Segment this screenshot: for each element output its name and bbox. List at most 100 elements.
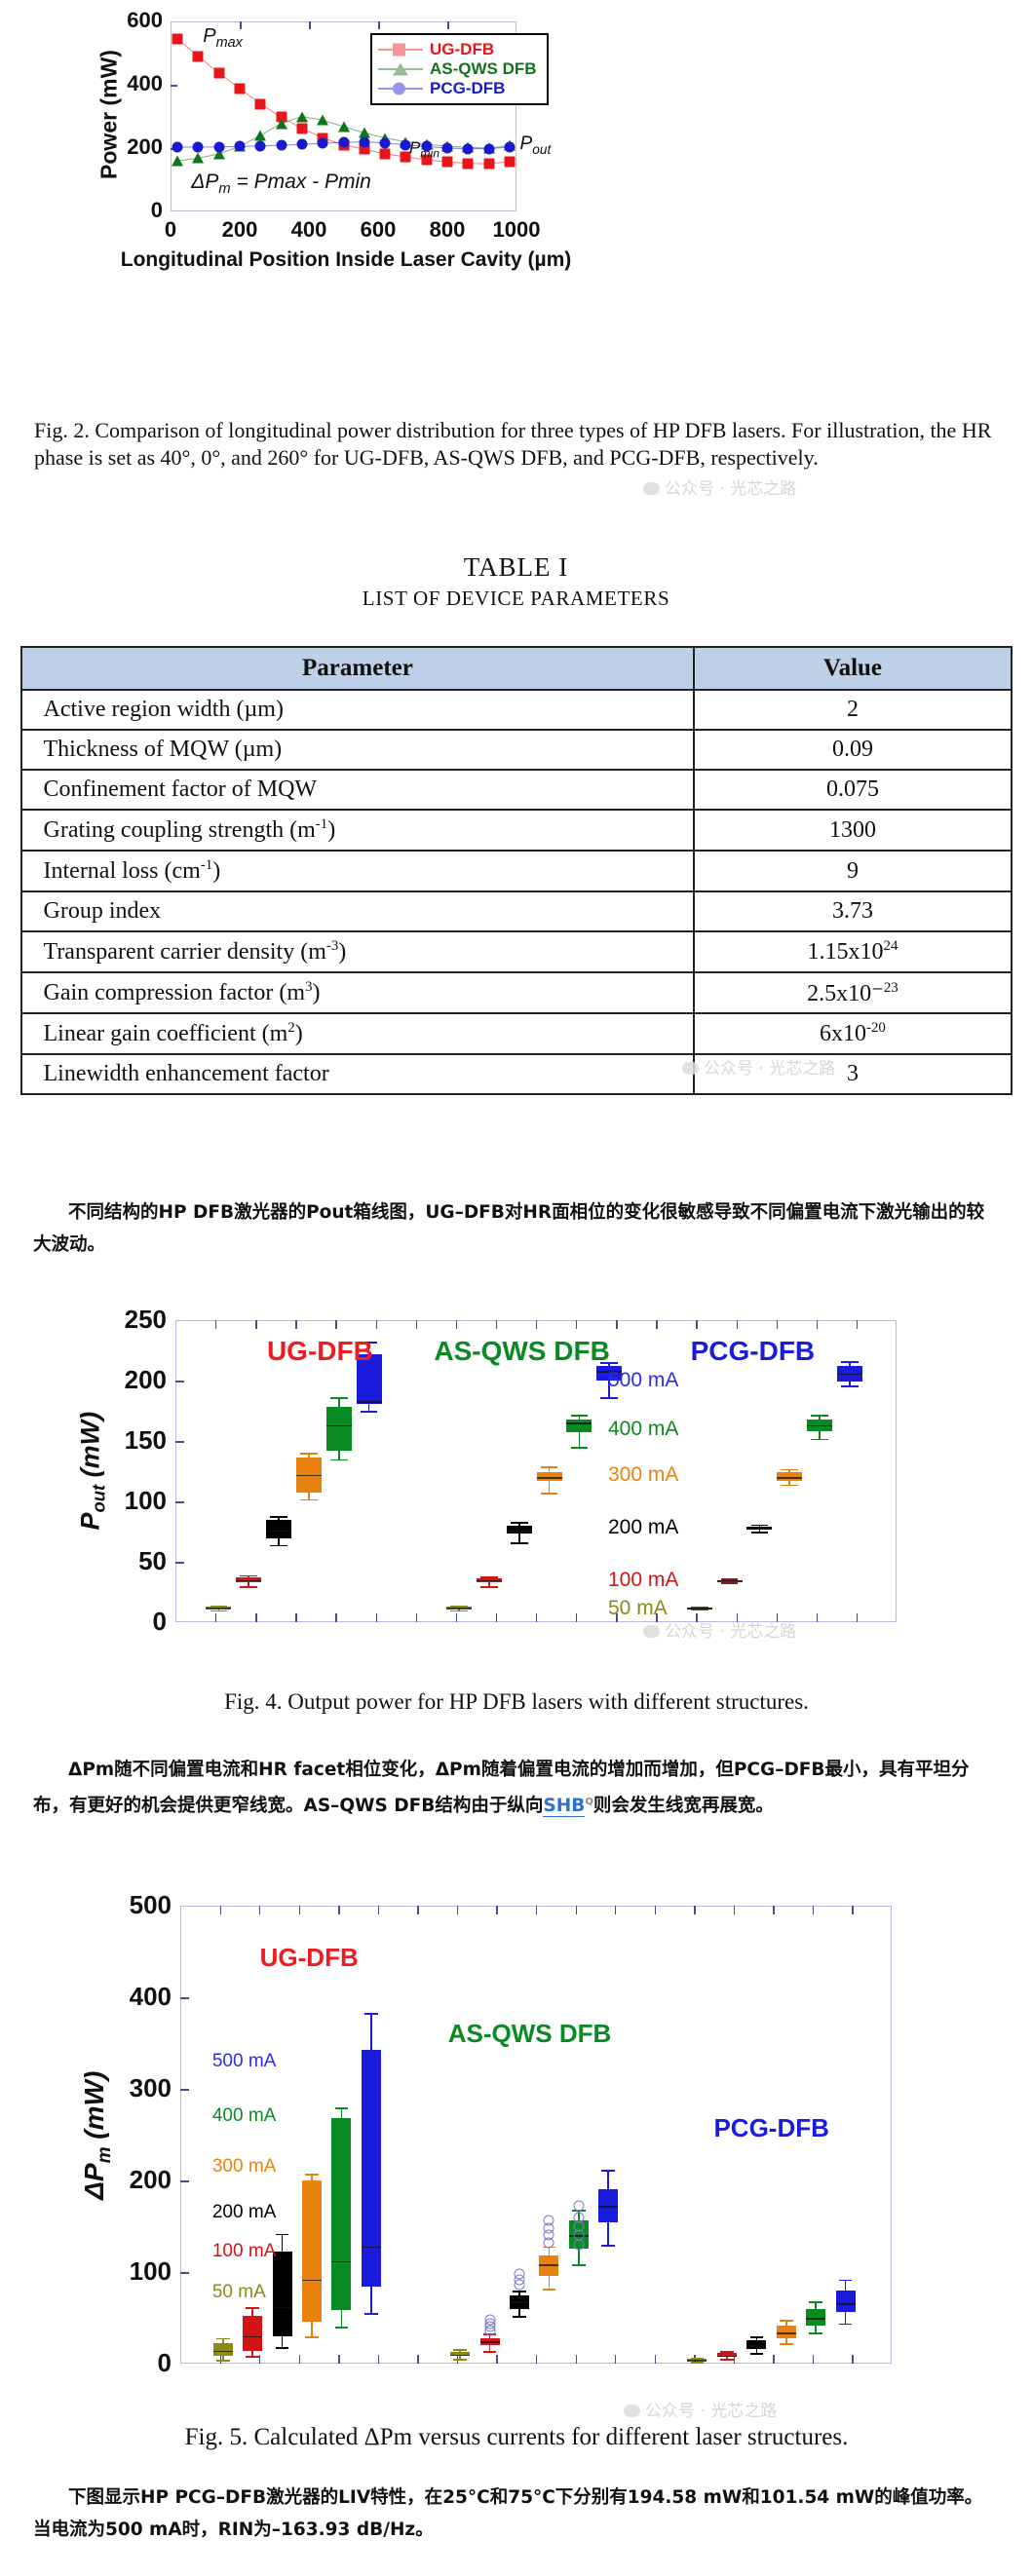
data-point-square [234, 83, 246, 95]
axis-label-y: ΔPm (mW) [79, 2070, 115, 2200]
box-whisker-cap-bottom [720, 1582, 739, 1584]
plot-area-figure5 [180, 1906, 892, 2364]
box-whisker-cap-top [270, 1515, 287, 1518]
data-point-square [213, 67, 225, 79]
table-header-row: Parameter Value [19, 646, 1013, 691]
box-median [236, 1579, 262, 1582]
data-point-square [276, 111, 287, 123]
x-tick-label: 600 [360, 217, 397, 242]
data-point-square [317, 133, 328, 144]
x-tick-mark [615, 2355, 617, 2364]
box-median [266, 1530, 292, 1533]
box-whisker-cap-top [300, 1453, 318, 1456]
box-whisker-cap-top [210, 1605, 228, 1608]
x-tick-mark-top [656, 1320, 658, 1329]
cell-value: 1300 [693, 809, 1013, 852]
box-whisker-cap-top [305, 2174, 319, 2177]
cell-value: 3.73 [693, 890, 1013, 932]
data-point-circle [338, 136, 349, 148]
table-row: Linewidth enhancement factor 3 [19, 1053, 1013, 1095]
box-whisker-cap-bottom [275, 2347, 289, 2349]
box-whisker-cap-bottom [513, 2316, 526, 2318]
box-whisker-cap-bottom [334, 2327, 349, 2330]
box-median [835, 2302, 856, 2305]
legend-row: PCG-DFB [378, 79, 537, 98]
box-median [506, 1530, 532, 1533]
y-tick-label: 0 [157, 2347, 172, 2377]
table-number: TABLE I [463, 552, 569, 582]
legend-line [378, 43, 423, 57]
box-whisker-cap-bottom [240, 1585, 258, 1588]
box-outlier [543, 2215, 554, 2226]
box-whisker-cap-top [246, 2306, 259, 2309]
x-tick-mark [852, 2355, 854, 2364]
data-point-square [400, 151, 411, 163]
box-median [539, 2264, 559, 2267]
box-median [302, 2279, 323, 2282]
watermark: 公众号 · 光芯之路 [682, 1054, 835, 1079]
x-tick-mark [495, 1613, 498, 1622]
cell-parameter: Thickness of MQW (µm) [19, 729, 696, 771]
box-whisker-cap-bottom [329, 1458, 348, 1461]
box-whisker-cap-top [216, 2337, 230, 2340]
x-tick-mark-top [215, 1320, 217, 1329]
table-row: Grating coupling strength (m-1) 1300 [19, 809, 1013, 852]
cell-parameter: Linewidth enhancement factor [19, 1053, 696, 1095]
y-tick-label: 0 [150, 198, 163, 222]
data-point-circle [441, 142, 453, 154]
box-median [509, 2301, 529, 2303]
data-point-circle [234, 140, 246, 152]
box-body [479, 2337, 500, 2346]
y-tick-label: 400 [129, 1981, 172, 2011]
device-parameters-table: Parameter Value Active region width (µm)… [19, 646, 1013, 1095]
x-tick-mark-top [736, 1320, 738, 1329]
inline-link-shb[interactable]: SHB [543, 1796, 586, 1818]
x-tick-mark-top [696, 1320, 698, 1329]
x-tick-mark [309, 21, 311, 29]
figure-2: 0 200 400 600 0 200 400 600 800 1000 Power (mW) Lon… [0, 0, 1032, 409]
x-tick-label: 0 [164, 217, 177, 242]
box-whisker-cap-top [690, 2358, 705, 2361]
y-tick-mark [175, 1381, 184, 1383]
box-body [325, 1407, 352, 1451]
x-tick-mark-top [812, 1906, 815, 1914]
box-whisker-cap-bottom [270, 1544, 287, 1547]
box-median [776, 2332, 796, 2334]
plot-area-figure4 [175, 1320, 897, 1622]
box-whisker-cap-top [720, 2350, 734, 2353]
box-whisker-cap-bottom [510, 1542, 528, 1544]
box-median [716, 1579, 743, 1582]
x-tick-label: 400 [290, 217, 327, 242]
legend-marker-triangle [393, 62, 408, 76]
x-tick-mark-top [776, 1320, 778, 1329]
x-tick-mark-top [856, 1320, 859, 1329]
box-body [361, 2049, 381, 2288]
x-tick-mark [736, 1613, 738, 1622]
data-point-triangle [275, 118, 287, 130]
box-whisker-cap-top [838, 2279, 853, 2282]
box-whisker-cap-bottom [600, 1397, 619, 1400]
x-tick-mark [417, 2355, 419, 2364]
box-whisker-cap-top [841, 1361, 859, 1363]
y-tick-mark [180, 2272, 189, 2274]
box-body [272, 2252, 292, 2336]
box-whisker-cap-bottom [246, 2356, 259, 2359]
x-tick-mark [696, 1613, 698, 1622]
data-point-circle [254, 140, 266, 152]
box-whisker-cap-top [750, 1524, 769, 1527]
cell-parameter: Linear gain coefficient (m2) [19, 1012, 696, 1055]
data-point-square [462, 158, 474, 170]
x-tick-mark-top [576, 1320, 578, 1329]
legend-marker-circle [393, 82, 405, 95]
y-tick-label: 250 [124, 1304, 167, 1334]
box-whisker-cap-top [570, 1414, 589, 1417]
box-whisker-cap-top [360, 1342, 378, 1345]
x-tick-mark-top [298, 1906, 300, 1914]
box-median [295, 1474, 322, 1477]
box-outlier [573, 2239, 585, 2251]
box-body [331, 2118, 352, 2311]
cell-value: 3 [693, 1053, 1013, 1095]
data-point-circle [276, 139, 287, 151]
x-tick-mark-top [694, 1906, 696, 1914]
box-whisker-cap-bottom [480, 1585, 498, 1588]
